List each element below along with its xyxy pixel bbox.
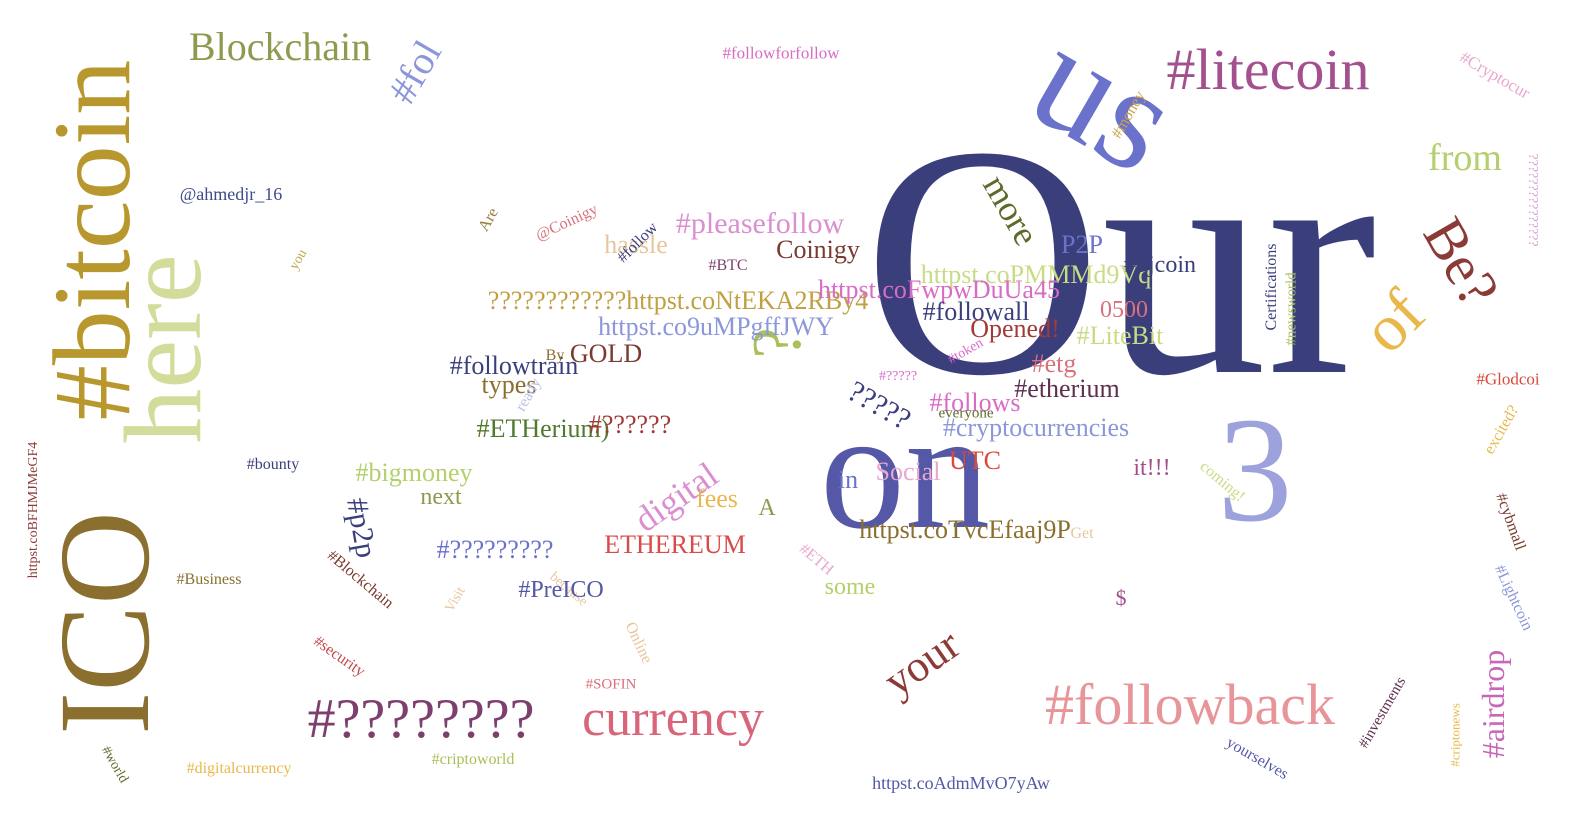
cloud-word: excited? (1480, 402, 1523, 458)
cloud-word: #????? (878, 369, 918, 384)
cloud-word: Visit (442, 584, 469, 615)
cloud-word: #bigmoney (355, 458, 473, 487)
cloud-word: #etg (1031, 349, 1077, 378)
cloud-word: #etherium (1014, 374, 1120, 403)
cloud-word: some (824, 574, 876, 600)
cloud-word: P2P (1061, 230, 1103, 259)
cloud-word: #Glodcoi (1476, 369, 1540, 389)
cloud-word: from (1428, 137, 1502, 179)
cloud-word: httpst.coBFHMJMeGF4 (26, 441, 41, 579)
cloud-word: #LiteBit (1076, 321, 1164, 350)
cloud-word: ????????????httpst.coNtEKA2RBy4 (487, 286, 869, 315)
cloud-word: By (545, 347, 565, 364)
cloud-word: 0500 (1100, 297, 1148, 323)
cloud-word: Blockchain (188, 24, 372, 69)
cloud-word: Get (1070, 525, 1094, 542)
cloud-word: #cryptocurrencies (942, 413, 1130, 442)
cloud-word: it!!! (1133, 455, 1171, 481)
cloud-word: #p2p (340, 495, 383, 561)
cloud-word: #BTC (708, 257, 748, 274)
cloud-word: ICO (33, 511, 177, 735)
cloud-word: #fol (378, 32, 451, 111)
cloud-word: httpst.coPMMMd9Vq (920, 260, 1152, 289)
cloud-word: #?????? (588, 410, 672, 439)
cloud-word: ETHEREUM (604, 530, 746, 559)
cloud-word: fees (696, 484, 738, 513)
cloud-word: httpst.coTvcEfaaj9P (859, 515, 1071, 544)
cloud-word: @ahmedjr_16 (179, 184, 283, 204)
cloud-word: httpst.co9uMPgffJWY (598, 312, 834, 341)
cloud-word: Opened! (970, 314, 1060, 343)
cloud-word: httpst.coFwpwDuUa45 (818, 275, 1060, 304)
cloud-word: on (820, 376, 990, 564)
cloud-word: #???????? (307, 688, 535, 750)
cloud-word: #SOFIN (585, 676, 637, 693)
cloud-word: #digitalcurrency (186, 760, 292, 777)
cloud-word: next (420, 484, 462, 510)
cloud-word: #pleasefollow (675, 207, 845, 240)
cloud-word: #Business (176, 571, 242, 588)
cloud-word: GOLD (569, 339, 643, 368)
cloud-word: in (837, 465, 859, 494)
cloud-word: #????????? (436, 535, 554, 564)
cloud-word: #security (310, 632, 369, 681)
cloud-word: here (102, 254, 224, 444)
cloud-word: #criptonews (1447, 703, 1463, 767)
cloud-word: Coinigy (776, 235, 860, 264)
cloud-word: UTC (949, 446, 1001, 475)
cloud-word: #Cryptocur (1456, 47, 1534, 103)
cloud-word: you (286, 246, 311, 273)
cloud-word: hassle (604, 230, 668, 259)
cloud-word: ??????????????? (1525, 153, 1540, 247)
cloud-word: Certifications (1263, 243, 1280, 331)
cloud-word: #followtrain (449, 351, 579, 380)
cloud-word: everyone (938, 405, 994, 422)
cloud-word: #litecoin (1166, 37, 1370, 102)
cloud-word: #followback (1045, 672, 1335, 737)
cloud-word: A (758, 495, 776, 521)
cloud-word: Social (875, 457, 941, 486)
cloud-word: Are (475, 205, 502, 235)
cloud-word: #follows (929, 388, 1021, 417)
cloud-word: Online (621, 619, 656, 667)
cloud-word: @Coinigy (533, 200, 601, 245)
cloud-word: types (481, 370, 537, 399)
cloud-word: #airdrop (1475, 649, 1511, 759)
cloud-word: #cybmall (1492, 490, 1529, 553)
cloud-word: #criptoworld (431, 751, 515, 768)
cloud-word: #followforfollow (722, 43, 840, 63)
cloud-word: #Lightcoin (1490, 562, 1536, 634)
cloud-word: #world (98, 743, 131, 786)
cloud-word: #PreICO (518, 577, 604, 603)
cloud-word: Be? (1410, 206, 1513, 318)
cloud-word: Our (863, 79, 1377, 444)
cloud-word: #ETHerium) (476, 414, 610, 443)
cloud-word: #djcoin (1124, 252, 1196, 278)
cloud-word: currency (582, 690, 764, 747)
cloud-word: $ (1115, 585, 1127, 610)
cloud-word: 3 (1217, 387, 1293, 553)
cloud-word: yourselves (1223, 734, 1292, 784)
cloud-word: #investments (1355, 674, 1410, 752)
cloud-word: httpst.coAdmMvO7yAw (872, 773, 1050, 793)
cloud-word: your (874, 619, 969, 706)
cloud-word: #followall (922, 297, 1030, 326)
cloud-word: #newsworld (1283, 272, 1300, 346)
cloud-word: #bounty (246, 456, 300, 473)
